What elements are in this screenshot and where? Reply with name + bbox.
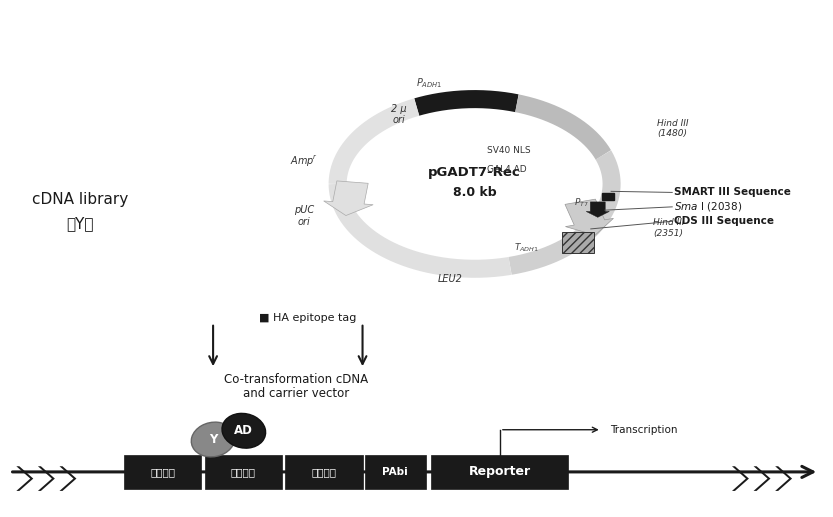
Ellipse shape (222, 414, 266, 448)
Polygon shape (586, 202, 610, 217)
Bar (286, 455, 362, 489)
Text: and carrier vector: and carrier vector (243, 387, 349, 400)
Polygon shape (776, 466, 792, 491)
Polygon shape (565, 199, 613, 235)
Bar (365, 455, 426, 489)
Text: Hind III
(2351): Hind III (2351) (653, 218, 685, 238)
Text: SV40 NLS: SV40 NLS (487, 146, 531, 155)
Text: Reporter: Reporter (469, 465, 531, 478)
Text: GAL4 AD: GAL4 AD (487, 165, 526, 174)
Polygon shape (38, 466, 55, 491)
Text: LEU2: LEU2 (437, 274, 462, 284)
Text: SMART III Sequence: SMART III Sequence (674, 188, 791, 197)
Polygon shape (17, 466, 33, 491)
Text: PAbi: PAbi (382, 467, 408, 477)
Polygon shape (324, 181, 373, 216)
Text: 8.0 kb: 8.0 kb (453, 186, 496, 199)
Bar (431, 455, 568, 489)
Text: 顺式元件: 顺式元件 (151, 467, 176, 477)
Text: 顺式元件: 顺式元件 (312, 467, 337, 477)
Text: Hind III
(1480): Hind III (1480) (657, 119, 689, 139)
Text: 2 μ
ori: 2 μ ori (392, 103, 407, 125)
Ellipse shape (192, 422, 235, 457)
Bar (602, 192, 614, 200)
Text: Co-transformation cDNA: Co-transformation cDNA (224, 373, 368, 386)
Text: $\mathit{P}_{ADH1}$: $\mathit{P}_{ADH1}$ (416, 76, 442, 90)
Text: AD: AD (234, 424, 253, 437)
Polygon shape (59, 466, 77, 491)
Text: cDNA library: cDNA library (32, 192, 128, 207)
Text: $\mathit{P}_{T7}$: $\mathit{P}_{T7}$ (574, 196, 589, 209)
Text: $\mathit{Sma}$ I (2038): $\mathit{Sma}$ I (2038) (674, 201, 742, 214)
Bar (205, 455, 282, 489)
Text: $\mathit{T}_{ADH1}$: $\mathit{T}_{ADH1}$ (514, 241, 539, 254)
Bar (562, 232, 594, 253)
Text: pGADT7-Rec: pGADT7-Rec (428, 166, 521, 179)
Bar (124, 455, 202, 489)
Text: CDS III Sequence: CDS III Sequence (674, 216, 774, 226)
Text: ■ HA epitope tag: ■ HA epitope tag (259, 313, 357, 323)
Text: Amp$^r$: Amp$^r$ (291, 154, 318, 169)
Text: （Y）: （Y） (67, 217, 94, 232)
Text: pUC
ori: pUC ori (294, 205, 315, 227)
Text: Y: Y (209, 433, 217, 446)
Text: Transcription: Transcription (610, 425, 677, 435)
Polygon shape (732, 466, 749, 491)
Polygon shape (754, 466, 771, 491)
Text: 顺式元件: 顺式元件 (231, 467, 256, 477)
